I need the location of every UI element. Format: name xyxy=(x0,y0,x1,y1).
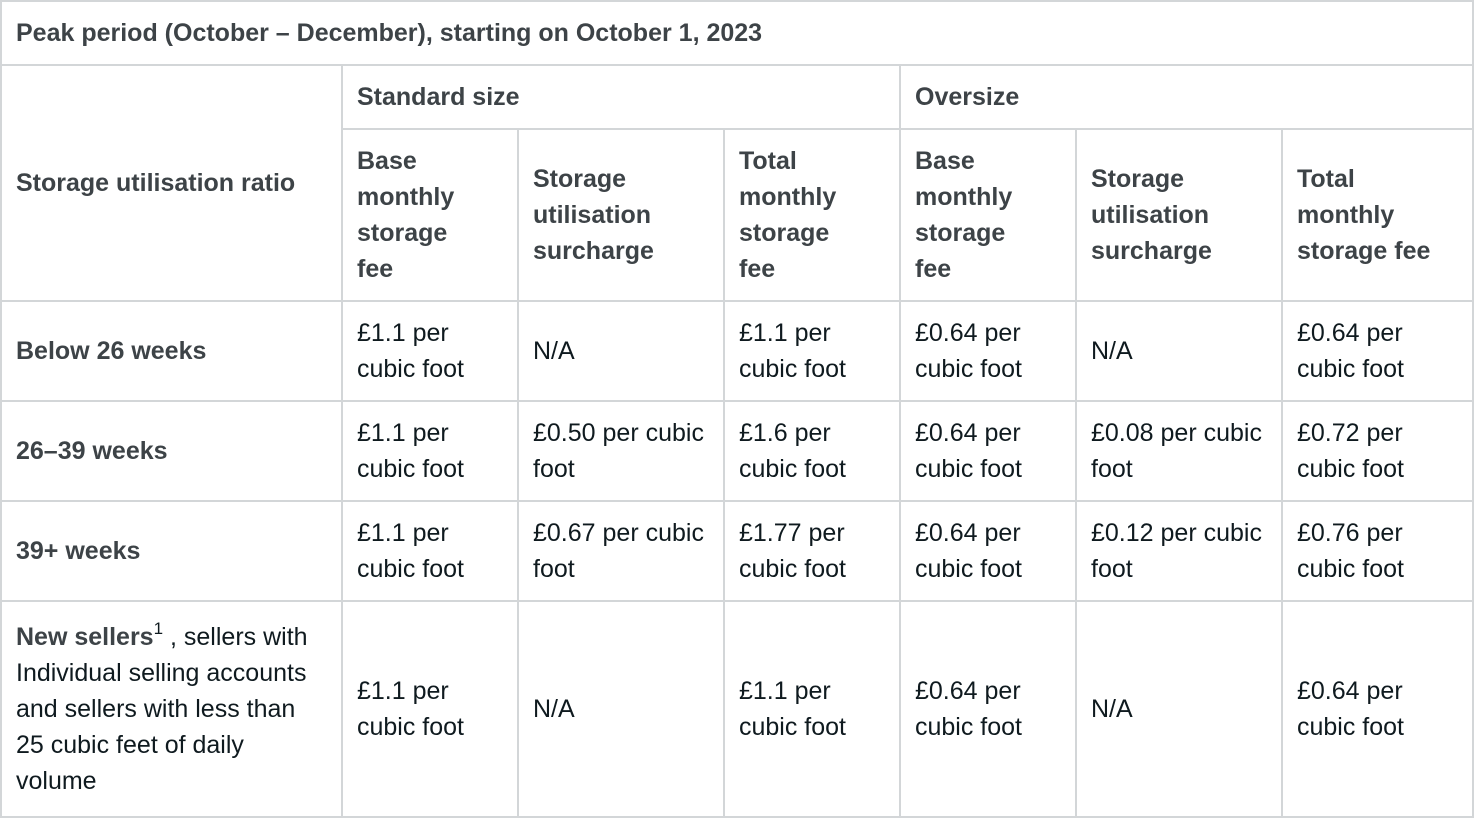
table-cell: £0.64 per cubic foot xyxy=(1280,300,1475,402)
table-cell: £0.50 per cubic foot xyxy=(517,400,725,502)
table-cell: £1.1 per cubic foot xyxy=(341,500,519,602)
table-cell: £1.6 per cubic foot xyxy=(723,400,901,502)
standard-surcharge-header: Storage utilisation surcharge xyxy=(517,128,725,302)
table-cell: N/A xyxy=(517,600,725,818)
row-label: Below 26 weeks xyxy=(0,300,343,402)
table-cell: £0.64 per cubic foot xyxy=(899,500,1077,602)
table-cell: £1.1 per cubic foot xyxy=(341,300,519,402)
table-row: 26–39 weeks £1.1 per cubic foot £0.50 pe… xyxy=(0,400,1475,502)
standard-base-fee-header: Base monthly storage fee xyxy=(341,128,519,302)
footnote-marker[interactable]: 1 xyxy=(153,618,164,638)
table-cell: N/A xyxy=(1075,600,1283,818)
table-cell: N/A xyxy=(517,300,725,402)
table-row: Below 26 weeks £1.1 per cubic foot N/A £… xyxy=(0,300,1475,402)
table-cell: £0.64 per cubic foot xyxy=(899,400,1077,502)
table-cell: £1.77 per cubic foot xyxy=(723,500,901,602)
table-cell: £0.67 per cubic foot xyxy=(517,500,725,602)
row-label: New sellers1 , sellers with Individual s… xyxy=(0,600,343,818)
table-cell: £1.1 per cubic foot xyxy=(723,300,901,402)
table-cell: £0.72 per cubic foot xyxy=(1280,400,1475,502)
storage-utilisation-ratio-header: Storage utilisation ratio xyxy=(0,64,343,302)
oversize-header: Oversize xyxy=(898,64,1475,130)
table-cell: £0.64 per cubic foot xyxy=(899,600,1077,818)
row-label-rest: , sellers with Individual selling accoun… xyxy=(16,623,308,795)
row-label: 39+ weeks xyxy=(0,500,343,602)
table-row: New sellers1 , sellers with Individual s… xyxy=(0,600,1475,818)
row-label: 26–39 weeks xyxy=(0,400,343,502)
table-cell: £0.08 per cubic foot xyxy=(1075,400,1283,502)
table-cell: £0.12 per cubic foot xyxy=(1075,500,1283,602)
column-header-row: Base monthly storage fee Storage utilisa… xyxy=(1,128,1475,302)
table-row: 39+ weeks £1.1 per cubic foot £0.67 per … xyxy=(0,500,1475,602)
table-cell: £0.76 per cubic foot xyxy=(1280,500,1475,602)
table-cell: £1.1 per cubic foot xyxy=(341,600,519,818)
table-cell: £1.1 per cubic foot xyxy=(341,400,519,502)
peak-period-fee-table: Peak period (October – December), starti… xyxy=(0,0,1475,818)
new-sellers-label: New sellers xyxy=(16,623,154,651)
oversize-base-fee-header: Base monthly storage fee xyxy=(899,128,1077,302)
oversize-surcharge-header: Storage utilisation surcharge xyxy=(1075,128,1283,302)
table-title-row: Peak period (October – December), starti… xyxy=(0,0,1475,66)
standard-size-header: Standard size xyxy=(341,64,901,130)
group-header-row: Storage utilisation ratio Standard size … xyxy=(0,64,1475,302)
table-cell: N/A xyxy=(1075,300,1283,402)
table-title: Peak period (October – December), starti… xyxy=(0,0,1475,66)
standard-total-fee-header: Total monthly storage fee xyxy=(723,128,901,302)
table-cell: £1.1 per cubic foot xyxy=(723,600,901,818)
table-cell: £0.64 per cubic foot xyxy=(899,300,1077,402)
table-cell: £0.64 per cubic foot xyxy=(1280,600,1475,818)
oversize-total-fee-header: Total monthly storage fee xyxy=(1280,128,1475,302)
